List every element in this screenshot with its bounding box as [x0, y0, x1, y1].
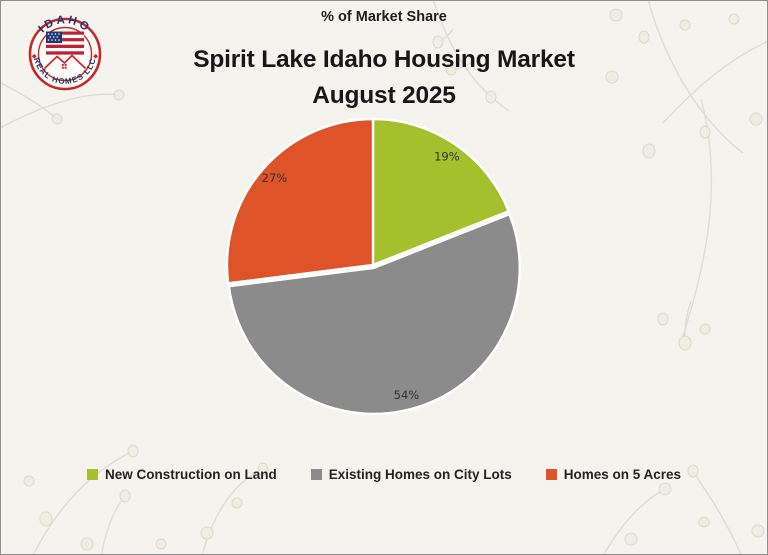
- pie-data-label-1: 54%: [394, 388, 420, 402]
- legend-color-swatch: [545, 469, 557, 480]
- rooftop-icon: [44, 54, 86, 69]
- legend-label: Existing Homes on City Lots: [328, 467, 512, 482]
- pie-chart: 19% 54% 27%: [225, 117, 521, 416]
- chart-subtitle: % of Market Share: [321, 9, 447, 25]
- flag-icon: [46, 31, 84, 55]
- legend-color-swatch: [86, 469, 98, 480]
- chart-legend: New Construction on Land Existing Homes …: [1, 467, 767, 482]
- legend-color-swatch: [310, 469, 322, 480]
- chart-title-line2: August 2025: [312, 82, 456, 109]
- pie-slice-2: [225, 117, 375, 285]
- legend-item-2: Homes on 5 Acres: [545, 467, 682, 482]
- chart-title: Spirit Lake Idaho Housing Market August …: [1, 42, 767, 114]
- legend-label: Homes on 5 Acres: [563, 467, 682, 482]
- pie-data-label-0: 19%: [434, 149, 460, 163]
- legend-item-0: New Construction on Land: [86, 467, 277, 482]
- pie-slice-0: [371, 117, 510, 267]
- pie-data-label-2: 27%: [262, 171, 288, 185]
- window-icon: [61, 64, 67, 69]
- chart-title-line1: Spirit Lake Idaho Housing Market: [193, 46, 575, 73]
- legend-label: New Construction on Land: [104, 467, 277, 482]
- pie-slice-1: [227, 212, 521, 416]
- idaho-real-homes-logo: IDAHO REAL HOMES LLC: [28, 14, 102, 91]
- logo-inner-ring: [37, 26, 93, 82]
- legend-item-1: Existing Homes on City Lots: [310, 467, 512, 482]
